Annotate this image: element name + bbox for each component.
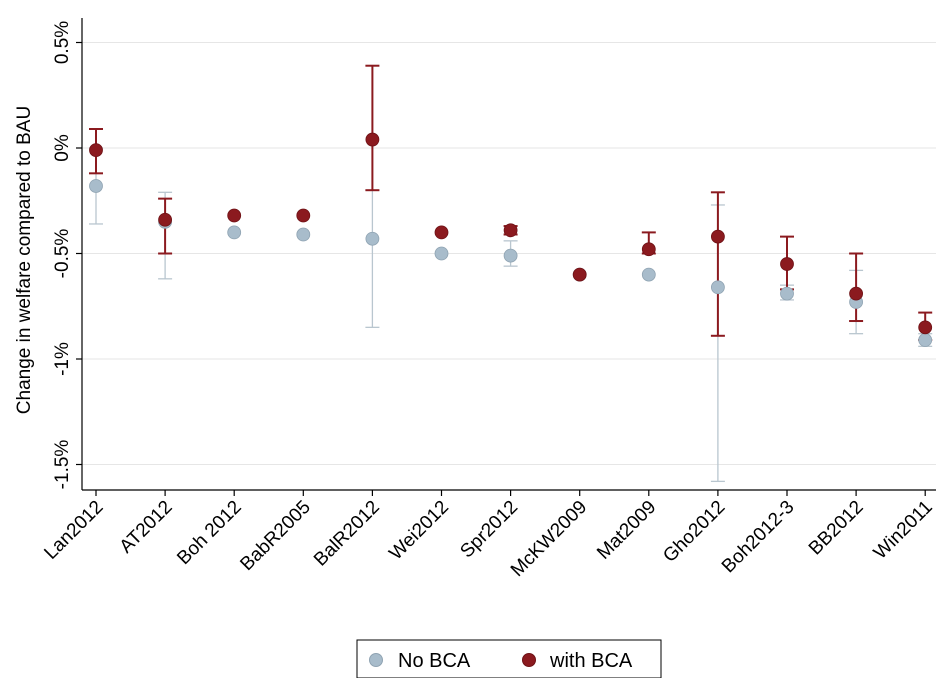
x-tick-label: AT2012 bbox=[116, 497, 177, 558]
point-no-bca bbox=[919, 334, 932, 347]
point-no-bca bbox=[297, 228, 310, 241]
x-tick-label: BabR2005 bbox=[236, 497, 314, 575]
x-tick-label: Win2011 bbox=[870, 497, 936, 564]
point-with-bca bbox=[850, 287, 863, 300]
point-with-bca bbox=[435, 226, 448, 239]
point-with-bca bbox=[366, 133, 379, 146]
point-with-bca bbox=[711, 230, 724, 243]
point-with-bca bbox=[919, 321, 932, 334]
x-tick-label: Boh 2012 bbox=[173, 497, 245, 569]
point-with-bca bbox=[781, 258, 794, 271]
x-tick-label: BB2012 bbox=[805, 497, 868, 560]
y-tick-label: 0.5% bbox=[52, 21, 73, 64]
point-with-bca bbox=[642, 243, 655, 256]
y-tick-label: -1.5% bbox=[52, 440, 73, 490]
data-points bbox=[90, 133, 932, 346]
error-bars bbox=[89, 66, 932, 482]
point-with-bca bbox=[228, 209, 241, 222]
point-with-bca bbox=[504, 224, 517, 237]
point-no-bca bbox=[642, 268, 655, 281]
point-with-bca bbox=[159, 213, 172, 226]
point-with-bca bbox=[573, 268, 586, 281]
y-axis-tick-labels: 0.5% 0% -0.5% -1% -1.5% bbox=[52, 21, 73, 490]
x-tick-label: Lan2012 bbox=[40, 497, 107, 564]
y-tick-label: 0% bbox=[52, 134, 73, 162]
point-no-bca bbox=[90, 179, 103, 192]
point-no-bca bbox=[228, 226, 241, 239]
point-with-bca bbox=[90, 144, 103, 157]
y-axis-title: Change in welfare compared to BAU bbox=[14, 106, 35, 414]
point-no-bca bbox=[504, 249, 517, 262]
point-no-bca bbox=[711, 281, 724, 294]
x-tick-label: Spr2012 bbox=[456, 497, 522, 563]
y-tick-label: -1% bbox=[52, 342, 73, 376]
legend-label-no-bca: No BCA bbox=[398, 650, 471, 672]
point-with-bca bbox=[297, 209, 310, 222]
legend-marker-with-bca bbox=[523, 654, 536, 667]
point-no-bca bbox=[435, 247, 448, 260]
y-tick-label: -0.5% bbox=[52, 229, 73, 279]
x-tick-label: Mat2009 bbox=[593, 497, 660, 564]
legend: No BCA with BCA bbox=[357, 640, 661, 678]
x-tick-label: Wei2012 bbox=[385, 497, 453, 565]
point-no-bca bbox=[366, 232, 379, 245]
x-tick-label: Gho2012 bbox=[659, 497, 729, 567]
point-no-bca bbox=[781, 287, 794, 300]
legend-marker-no-bca bbox=[370, 654, 383, 667]
x-tick-label: BalR2012 bbox=[310, 497, 384, 571]
legend-label-with-bca: with BCA bbox=[549, 650, 633, 672]
x-tick-label: Boh2012-3 bbox=[718, 497, 799, 578]
